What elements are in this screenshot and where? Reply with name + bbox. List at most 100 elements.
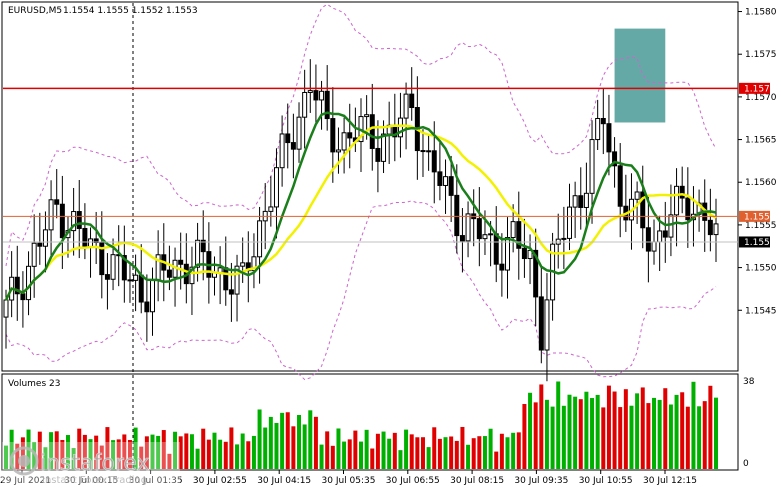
volume-bar: [646, 403, 651, 469]
volume-bar: [392, 432, 397, 469]
volumes-label: Volumes 23: [8, 379, 60, 389]
candle: [144, 274, 150, 342]
candle: [465, 201, 471, 258]
candle: [713, 198, 719, 262]
volume-bar: [494, 451, 499, 469]
candle: [71, 187, 77, 256]
candle: [443, 159, 449, 214]
volume-bar: [511, 432, 516, 469]
volume-bar: [195, 448, 200, 469]
symbol-label: EURUSD,M5: [8, 6, 62, 16]
candle: [48, 180, 54, 259]
candle: [290, 113, 296, 179]
volume-bar: [240, 433, 245, 469]
volume-bar: [674, 394, 679, 469]
time-tick-label: 30 Jul 04:15: [257, 476, 311, 486]
volume-bar: [533, 402, 538, 469]
volume-bar: [4, 445, 8, 469]
candle: [133, 254, 139, 312]
volume-bar: [212, 432, 217, 469]
volume-bar: [167, 453, 172, 469]
volume-bar: [285, 412, 290, 469]
candle: [600, 88, 606, 155]
time-tick-label: 30 Jul 02:55: [193, 476, 247, 486]
volume-bar: [477, 436, 482, 469]
candle: [307, 59, 313, 113]
volume-bar: [71, 448, 76, 469]
candle: [403, 82, 409, 150]
volume-bar: [387, 438, 392, 469]
volume-bar: [375, 433, 380, 469]
volume-bar: [235, 444, 240, 469]
time-tick-label: 30 Jul 10:55: [579, 476, 633, 486]
volume-bar: [330, 445, 335, 469]
candle: [476, 187, 482, 267]
candle: [533, 228, 539, 327]
volume-bar: [319, 444, 324, 469]
volume-bar: [43, 447, 48, 469]
volume-bar: [184, 433, 189, 469]
lower-band: [5, 200, 717, 381]
volume-bar: [302, 424, 307, 469]
time-axis: 29 Jul 2021 30 Jul 00:15 30 Jul 01:35 30 Ju…: [0, 470, 697, 486]
time-tick-label: 30 Jul 06:55: [386, 476, 440, 486]
volume-bar: [539, 384, 544, 469]
volume-bar: [60, 440, 65, 469]
volume-bar: [229, 427, 234, 469]
candle: [121, 225, 127, 303]
volume-bar: [257, 409, 262, 469]
candle: [330, 87, 336, 183]
volume-bar: [144, 436, 149, 469]
candle: [544, 273, 550, 382]
candle: [313, 64, 319, 125]
candle: [324, 65, 330, 131]
volume-bar: [178, 436, 183, 469]
volume-bar: [54, 431, 59, 469]
candle: [679, 166, 685, 214]
volume-bar: [94, 435, 99, 469]
moving-average-slow: [4, 124, 717, 301]
candle: [54, 169, 60, 219]
candle: [606, 94, 612, 176]
candle: [228, 262, 234, 322]
candle: [634, 181, 640, 224]
price-tick-label: 1.1560: [745, 178, 777, 188]
candle: [617, 143, 623, 238]
volume-bar: [364, 429, 369, 469]
resistance-price-tag: 1.1571: [739, 82, 776, 94]
volume-bar: [65, 435, 70, 469]
candle: [566, 183, 572, 251]
volume-bar: [691, 381, 696, 469]
candle: [347, 103, 353, 169]
volume-bars: [4, 381, 718, 469]
volume-bar: [708, 385, 713, 469]
volume-bar: [657, 399, 662, 469]
envelope-bands: [5, 3, 717, 381]
volume-bar: [618, 407, 623, 469]
candle: [426, 134, 432, 171]
candle: [409, 67, 415, 121]
volume-bar: [595, 394, 600, 469]
volume-bar: [359, 441, 363, 469]
volume-bar: [499, 433, 504, 469]
volume-bar: [398, 450, 403, 469]
volume-bar: [601, 407, 606, 469]
candle: [341, 117, 347, 174]
volume-bar: [173, 431, 178, 469]
volume-bar: [702, 401, 707, 469]
candle: [99, 211, 105, 299]
volume-bar: [189, 434, 194, 469]
candle: [14, 245, 20, 321]
volume-bar: [623, 389, 628, 469]
volume-bar: [409, 434, 414, 469]
volume-bar: [251, 435, 256, 469]
candle: [273, 148, 279, 239]
candle: [93, 211, 99, 264]
volume-bar: [223, 441, 228, 469]
volume-bar: [77, 428, 82, 469]
volume-bar: [82, 434, 87, 469]
svg-text:1.1553: 1.1553: [744, 238, 776, 248]
volume-bar: [544, 399, 549, 469]
volume-bar: [640, 387, 645, 469]
